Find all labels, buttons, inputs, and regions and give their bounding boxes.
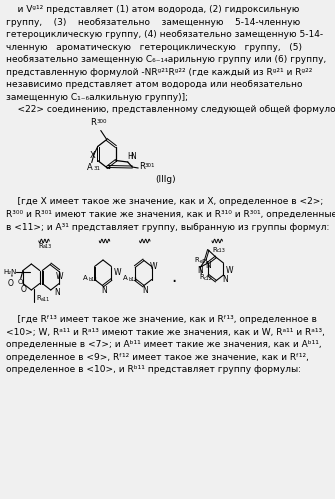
- Text: (IIIg): (IIIg): [155, 176, 176, 185]
- Text: R: R: [36, 295, 41, 301]
- Text: R: R: [199, 274, 204, 280]
- Text: независимо представляет атом водорода или необязательно: независимо представляет атом водорода ил…: [6, 80, 303, 89]
- Text: N: N: [197, 266, 203, 275]
- Text: <10>; W, Rᵃ¹¹ и Rᵃ¹³ имеют такие же значения, как и W, Rᵃ¹¹ и Rᵃ¹³,: <10>; W, Rᵃ¹¹ и Rᵃ¹³ имеют такие же знач…: [6, 327, 325, 336]
- Text: b11: b11: [88, 277, 97, 282]
- Text: O: O: [7, 279, 13, 288]
- Text: N: N: [131, 152, 136, 161]
- Text: R: R: [38, 243, 43, 249]
- Text: гетероциклическую группу, (4) необязательно замещенную 5-14-: гетероциклическую группу, (4) необязател…: [6, 30, 323, 39]
- Text: [где X имеет такое же значение, как и X, определенное в <2>;: [где X имеет такое же значение, как и X,…: [6, 198, 323, 207]
- Text: R: R: [195, 257, 200, 263]
- Text: b11: b11: [128, 277, 138, 282]
- Text: определенное в <10>, и Rᵇ¹¹ представляет группу формулы:: определенное в <10>, и Rᵇ¹¹ представляет…: [6, 365, 301, 374]
- Text: A: A: [87, 164, 93, 173]
- Text: a11: a11: [41, 297, 50, 302]
- Text: R³⁰⁰ и R³⁰¹ имеют такие же значения, как и R³¹⁰ и R³⁰¹, определенные: R³⁰⁰ и R³⁰¹ имеют такие же значения, как…: [6, 210, 335, 219]
- Text: и Vᶢ¹² представляет (1) атом водорода, (2) гидроксильную: и Vᶢ¹² представляет (1) атом водорода, (…: [6, 5, 299, 14]
- Text: 300: 300: [96, 118, 107, 123]
- Text: замещенную C₁₋₆алкильную группу)];: замещенную C₁₋₆алкильную группу)];: [6, 92, 188, 101]
- Text: N: N: [222, 275, 228, 284]
- Text: 301: 301: [144, 163, 155, 168]
- Text: H₂N: H₂N: [4, 269, 17, 275]
- Text: W: W: [56, 272, 63, 281]
- Text: A: A: [83, 275, 87, 281]
- Text: H: H: [127, 152, 133, 161]
- Text: X: X: [90, 152, 96, 161]
- Text: W: W: [114, 268, 121, 277]
- Text: W: W: [150, 262, 157, 271]
- Text: [где Rᶠ¹³ имеет такое же значение, как и Rᶠ¹³, определенное в: [где Rᶠ¹³ имеет такое же значение, как и…: [6, 315, 317, 324]
- Text: в <11>; и A³¹ представляет группу, выбранную из группы формул:: в <11>; и A³¹ представляет группу, выбра…: [6, 223, 329, 232]
- Text: группу,    (3)    необязательно    замещенную    5-14-членную: группу, (3) необязательно замещенную 5-1…: [6, 17, 300, 26]
- Text: членную   ароматическую   гетероциклическую   группу,   (5): членную ароматическую гетероциклическую …: [6, 42, 302, 51]
- Text: 31: 31: [93, 166, 100, 171]
- Text: O: O: [18, 278, 23, 284]
- Text: W: W: [225, 266, 233, 275]
- Text: <22> соединению, представленному следующей общей формулой:: <22> соединению, представленному следующ…: [6, 105, 335, 114]
- Text: c12: c12: [204, 276, 213, 281]
- Text: N: N: [102, 286, 107, 295]
- Text: N: N: [54, 288, 60, 297]
- Text: представленную формулой -NRᶢ²¹Rᶢ²² (где каждый из Rᶢ²¹ и Rᶢ²²: представленную формулой -NRᶢ²¹Rᶢ²² (где …: [6, 67, 312, 76]
- Text: N: N: [142, 286, 148, 295]
- Text: R: R: [139, 162, 145, 171]
- Text: A: A: [123, 275, 128, 281]
- Text: ·: ·: [171, 273, 176, 291]
- Text: определенные в <7>; и Aᵇ¹¹ имеет такие же значения, как и Aᵇ¹¹,: определенные в <7>; и Aᵇ¹¹ имеет такие ж…: [6, 340, 322, 349]
- Text: e11: e11: [200, 259, 209, 264]
- Text: O: O: [20, 285, 26, 294]
- Text: R: R: [213, 247, 217, 253]
- Text: c13: c13: [217, 248, 226, 253]
- Text: a13: a13: [43, 244, 52, 249]
- Text: определенное в <9>, Rᶠ¹² имеет такое же значение, как и Rᶠ¹²,: определенное в <9>, Rᶠ¹² имеет такое же …: [6, 352, 309, 361]
- Text: R: R: [90, 117, 96, 127]
- Text: необязательно замещенную C₆₋₁₄арильную группу или (6) группу,: необязательно замещенную C₆₋₁₄арильную г…: [6, 55, 326, 64]
- Text: N: N: [205, 261, 211, 270]
